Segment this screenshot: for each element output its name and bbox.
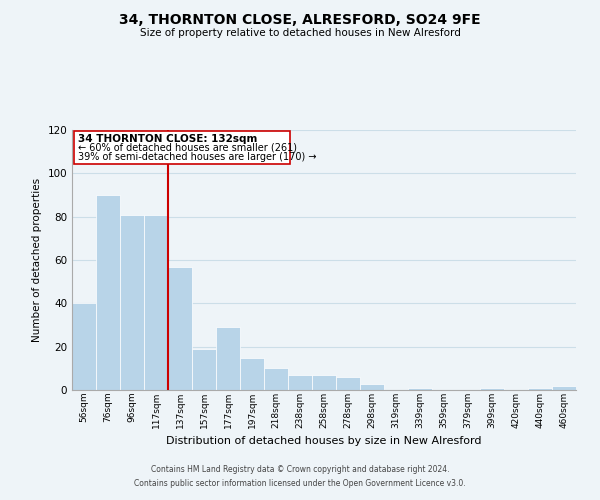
Bar [144,214,168,390]
Text: Contains HM Land Registry data © Crown copyright and database right 2024.
Contai: Contains HM Land Registry data © Crown c… [134,466,466,487]
Bar [408,388,432,390]
Bar [216,327,240,390]
Bar [192,349,216,390]
Bar [240,358,264,390]
Text: 39% of semi-detached houses are larger (170) →: 39% of semi-detached houses are larger (… [78,152,317,162]
Text: 34, THORNTON CLOSE, ALRESFORD, SO24 9FE: 34, THORNTON CLOSE, ALRESFORD, SO24 9FE [119,12,481,26]
Text: Size of property relative to detached houses in New Alresford: Size of property relative to detached ho… [140,28,460,38]
Bar [120,214,144,390]
Text: ← 60% of detached houses are smaller (261): ← 60% of detached houses are smaller (26… [78,143,297,153]
FancyBboxPatch shape [74,131,290,164]
Bar [96,195,120,390]
Text: 34 THORNTON CLOSE: 132sqm: 34 THORNTON CLOSE: 132sqm [78,134,257,143]
Bar [480,388,504,390]
Bar [528,388,552,390]
Bar [312,375,336,390]
X-axis label: Distribution of detached houses by size in New Alresford: Distribution of detached houses by size … [166,436,482,446]
Bar [168,266,192,390]
Bar [288,375,312,390]
Bar [360,384,384,390]
Y-axis label: Number of detached properties: Number of detached properties [32,178,42,342]
Bar [336,377,360,390]
Bar [264,368,288,390]
Bar [72,304,96,390]
Bar [552,386,576,390]
